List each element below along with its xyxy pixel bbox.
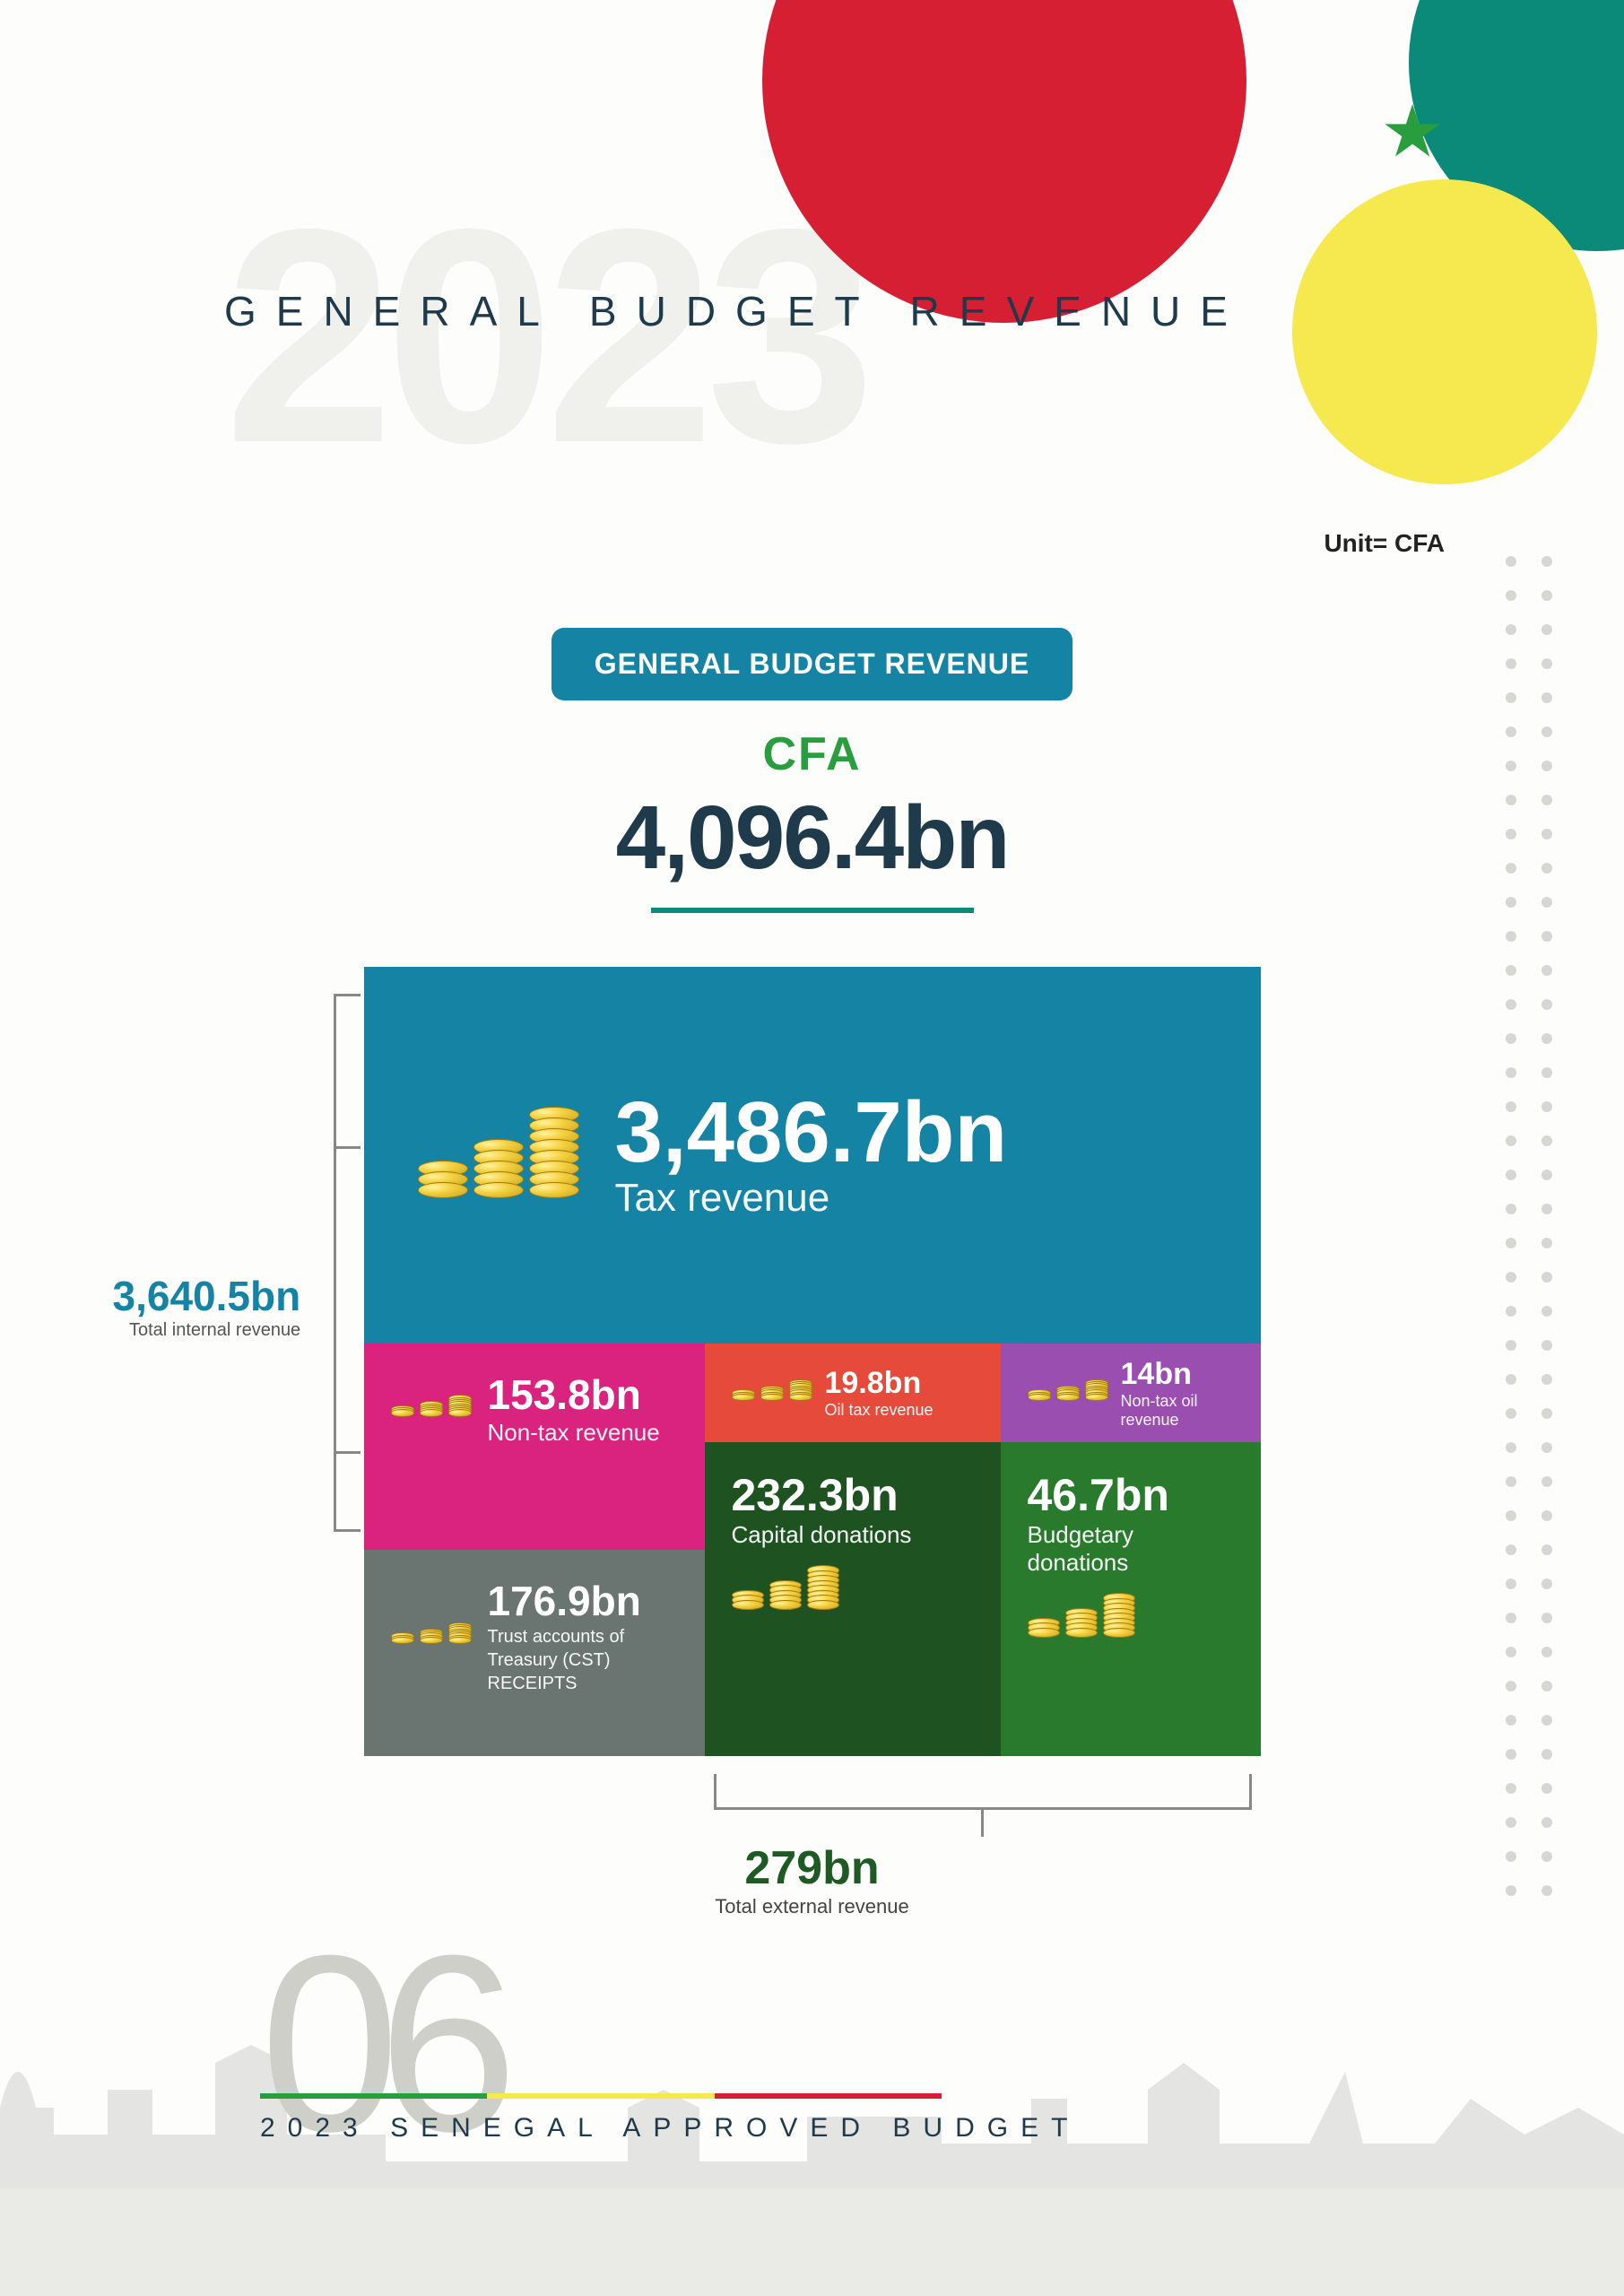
buddon-label: Budgetary donations (1028, 1521, 1234, 1577)
coins-icon (391, 1628, 472, 1645)
coins-icon (1028, 1598, 1135, 1638)
capdon-label: Capital donations (732, 1521, 974, 1549)
buddon-value: 46.7bn (1028, 1469, 1234, 1521)
page-title: GENERAL BUDGET REVENUE (224, 287, 1247, 335)
flag-yellow (487, 2093, 714, 2099)
trust-value: 176.9bn (488, 1577, 678, 1625)
block-tax-revenue: 3,486.7bn Tax revenue (364, 967, 1261, 1344)
internal-label: Total internal revenue (113, 1320, 301, 1341)
internal-tick (334, 1451, 360, 1454)
block-budgetary-donations: 46.7bn Budgetary donations (1001, 1442, 1261, 1756)
flag-green (260, 2093, 487, 2099)
oil-nontax-value: 14bn (1121, 1357, 1234, 1392)
coins-icon (391, 1400, 472, 1417)
footer-band (0, 2188, 1624, 2296)
nontax-label: Non-tax revenue (488, 1419, 660, 1447)
headline-badge: GENERAL BUDGET REVENUE (551, 628, 1073, 700)
block-trust-receipts: 176.9bn Trust accounts of Treasury (CST)… (364, 1550, 705, 1756)
flag-red (715, 2093, 942, 2099)
total-value: 4,096.4bn (616, 787, 1009, 890)
coins-icon (732, 1385, 812, 1402)
decor-circle-yellow (1292, 179, 1597, 484)
external-tick (981, 1810, 984, 1837)
revenue-treemap: 3,640.5bn Total internal revenue 3,486.7… (364, 967, 1261, 1756)
internal-value: 3,640.5bn (113, 1272, 301, 1320)
internal-tick (334, 1146, 360, 1149)
footer-text: 2023 SENEGAL APPROVED BUDGET (260, 2113, 1080, 2144)
internal-total: 3,640.5bn Total internal revenue (113, 1272, 301, 1341)
external-total: 279bn Total external revenue (364, 1841, 1261, 1918)
background-year: 2023 (224, 161, 866, 512)
tax-value: 3,486.7bn (615, 1090, 1008, 1176)
external-label: Total external revenue (364, 1895, 1261, 1918)
currency-label: CFA (763, 727, 862, 781)
block-oil-nontax: 14bn Non-tax oil revenue (1001, 1344, 1261, 1442)
block-capital-donations: 232.3bn Capital donations (705, 1442, 1001, 1756)
block-oil-tax: 19.8bn Oil tax revenue (705, 1344, 1001, 1442)
total-underline (651, 908, 974, 913)
main-content: GENERAL BUDGET REVENUE CFA 4,096.4bn 3,6… (0, 628, 1624, 1756)
trust-label: Trust accounts of Treasury (CST) RECEIPT… (488, 1625, 678, 1695)
oil-nontax-label: Non-tax oil revenue (1121, 1392, 1234, 1430)
oil-label: Oil tax revenue (825, 1401, 934, 1420)
page-number: 06 (260, 1900, 496, 2188)
coins-icon (418, 1112, 579, 1197)
skyline-silhouette (0, 1955, 1624, 2188)
capdon-value: 232.3bn (732, 1469, 974, 1521)
block-nontax-revenue: 153.8bn Non-tax revenue (364, 1344, 705, 1550)
flag-underline (260, 2093, 942, 2099)
coins-icon (1028, 1385, 1108, 1402)
star-icon: ★ (1380, 90, 1445, 173)
external-value: 279bn (364, 1841, 1261, 1895)
tax-label: Tax revenue (615, 1176, 1008, 1221)
oil-value: 19.8bn (825, 1366, 934, 1401)
external-bracket (714, 1774, 1252, 1810)
unit-note: Unit= CFA (1324, 529, 1445, 558)
page-footer: 06 2023 SENEGAL APPROVED BUDGET (0, 2027, 1624, 2296)
coins-icon (732, 1570, 839, 1610)
nontax-value: 153.8bn (488, 1370, 660, 1419)
